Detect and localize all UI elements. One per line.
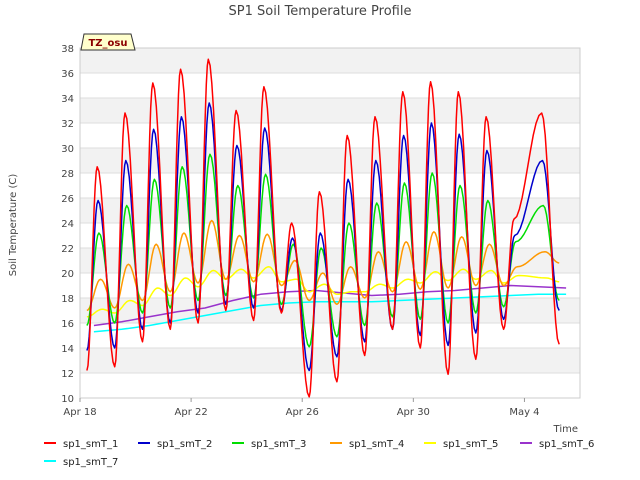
y-tick-label: 38 [61,44,74,55]
station-badge: TZ_osu [80,33,136,51]
y-tick-label: 30 [61,144,74,155]
legend-label: sp1_smT_4 [349,439,404,450]
y-tick-label: 12 [61,369,74,380]
y-tick-label: 14 [61,344,74,355]
y-tick-label: 28 [61,169,74,180]
series-line-sp1-smT-1 [86,58,560,398]
legend-label: sp1_smT_3 [251,439,306,450]
plot-band [80,48,580,73]
y-tick-label: 22 [61,244,74,255]
legend-label: sp1_smT_5 [443,439,498,450]
x-tick-label: Apr 18 [63,407,96,418]
plot-band [80,373,580,398]
x-tick-label: Apr 26 [286,407,319,418]
badge-text: TZ_osu [88,38,127,49]
plot-band [80,198,580,223]
x-tick-label: May 4 [509,407,539,418]
y-tick-label: 10 [61,394,74,405]
y-tick-label: 18 [61,294,74,305]
y-axis-ticks: 10 12 14 16 18 20 22 24 26 28 30 32 34 36 38 [61,44,74,405]
y-axis-label: Soil Temperature (C) [8,174,19,277]
legend-label: sp1_smT_6 [539,439,594,450]
plot-band [80,98,580,123]
x-tick-label: Apr 22 [175,407,208,418]
plot-band [80,348,580,373]
y-tick-label: 26 [61,194,74,205]
x-axis-ticks: Apr 18 Apr 22 Apr 26 Apr 30 May 4 [63,398,540,418]
plot-band [80,148,580,173]
plot-band [80,273,580,298]
y-tick-label: 36 [61,69,74,80]
chart-title: SP1 Soil Temperature Profile [229,4,412,19]
y-tick-label: 16 [61,319,74,330]
plot-border [79,47,581,399]
legend-label: sp1_smT_2 [157,439,212,450]
plot-band [80,223,580,248]
series-lines [86,58,567,398]
x-tick-label: Apr 30 [397,407,430,418]
legend-label: sp1_smT_7 [63,457,118,468]
x-axis-label: Time [553,424,578,435]
plot-band [80,73,580,98]
plot-band [80,248,580,273]
plot-band [80,173,580,198]
legend-label: sp1_smT_1 [63,439,118,450]
y-tick-label: 34 [61,94,74,105]
legend: sp1_smT_1 sp1_smT_2 sp1_smT_3 sp1_smT_4 sp1_… [44,439,594,468]
y-tick-label: 20 [61,269,74,280]
badge-shape [80,33,136,51]
y-tick-label: 32 [61,119,74,130]
y-tick-label: 24 [61,219,74,230]
plot-band [80,123,580,148]
